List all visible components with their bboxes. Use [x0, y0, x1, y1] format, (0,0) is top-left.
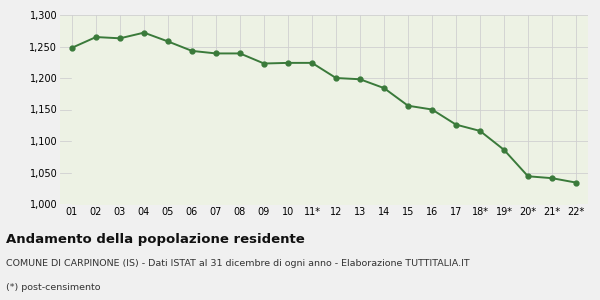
Text: Andamento della popolazione residente: Andamento della popolazione residente [6, 232, 305, 245]
Text: (*) post-censimento: (*) post-censimento [6, 284, 101, 292]
Text: COMUNE DI CARPINONE (IS) - Dati ISTAT al 31 dicembre di ogni anno - Elaborazione: COMUNE DI CARPINONE (IS) - Dati ISTAT al… [6, 260, 470, 268]
